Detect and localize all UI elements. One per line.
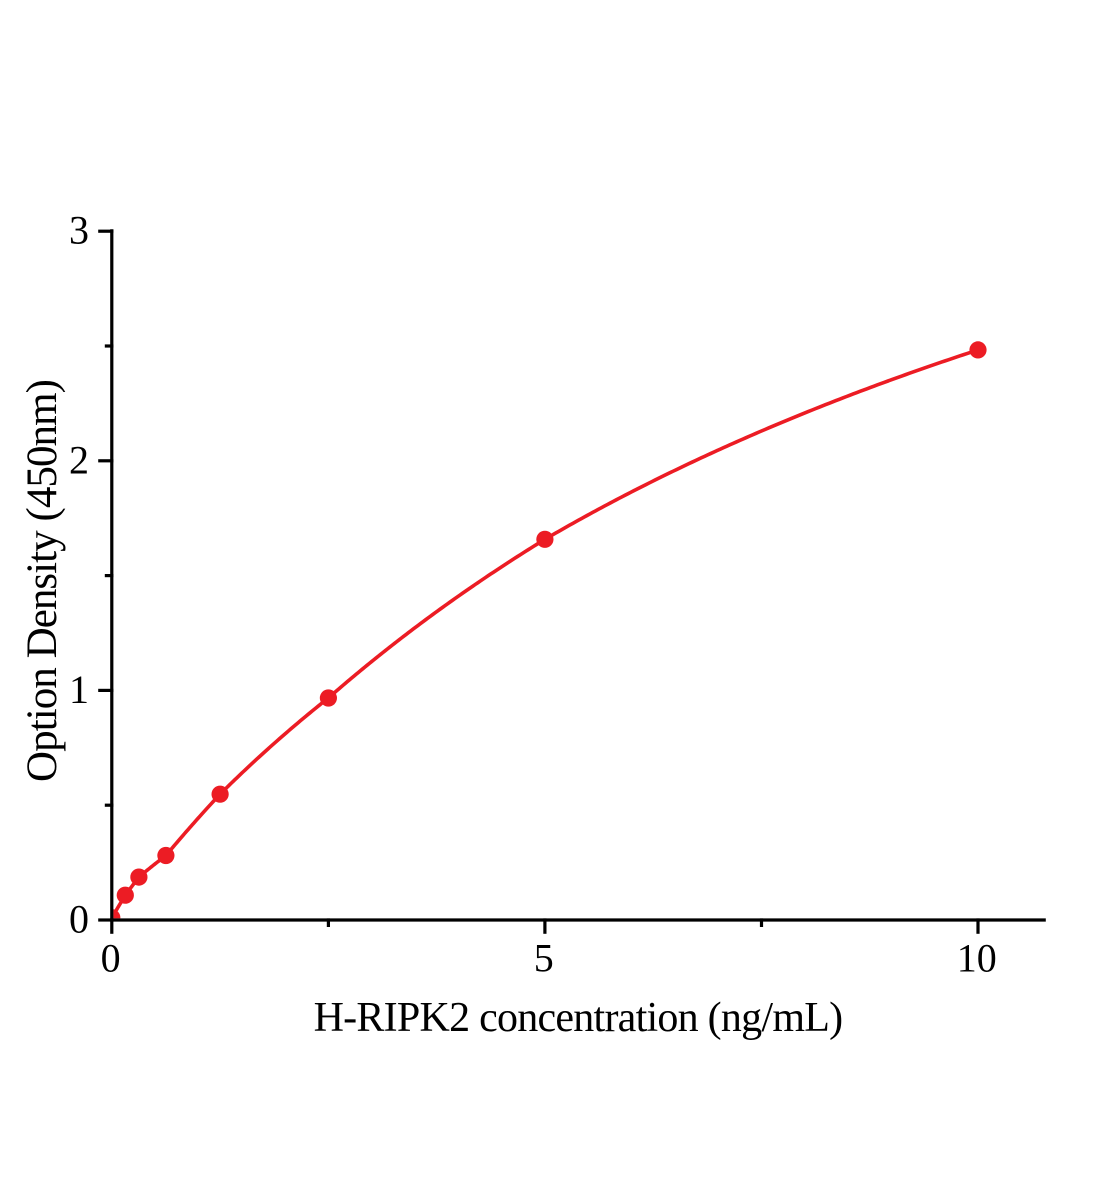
svg-text:3: 3 (69, 208, 89, 253)
svg-text:5: 5 (534, 936, 554, 981)
svg-text:0: 0 (101, 936, 121, 981)
svg-text:H-RIPK2 concentration (ng/mL): H-RIPK2 concentration (ng/mL) (314, 995, 843, 1041)
svg-text:2: 2 (69, 437, 89, 482)
svg-text:0: 0 (69, 897, 89, 942)
svg-text:10: 10 (957, 936, 997, 981)
svg-text:Option Density (450nm): Option Density (450nm) (19, 380, 66, 782)
svg-text:1: 1 (69, 667, 89, 712)
